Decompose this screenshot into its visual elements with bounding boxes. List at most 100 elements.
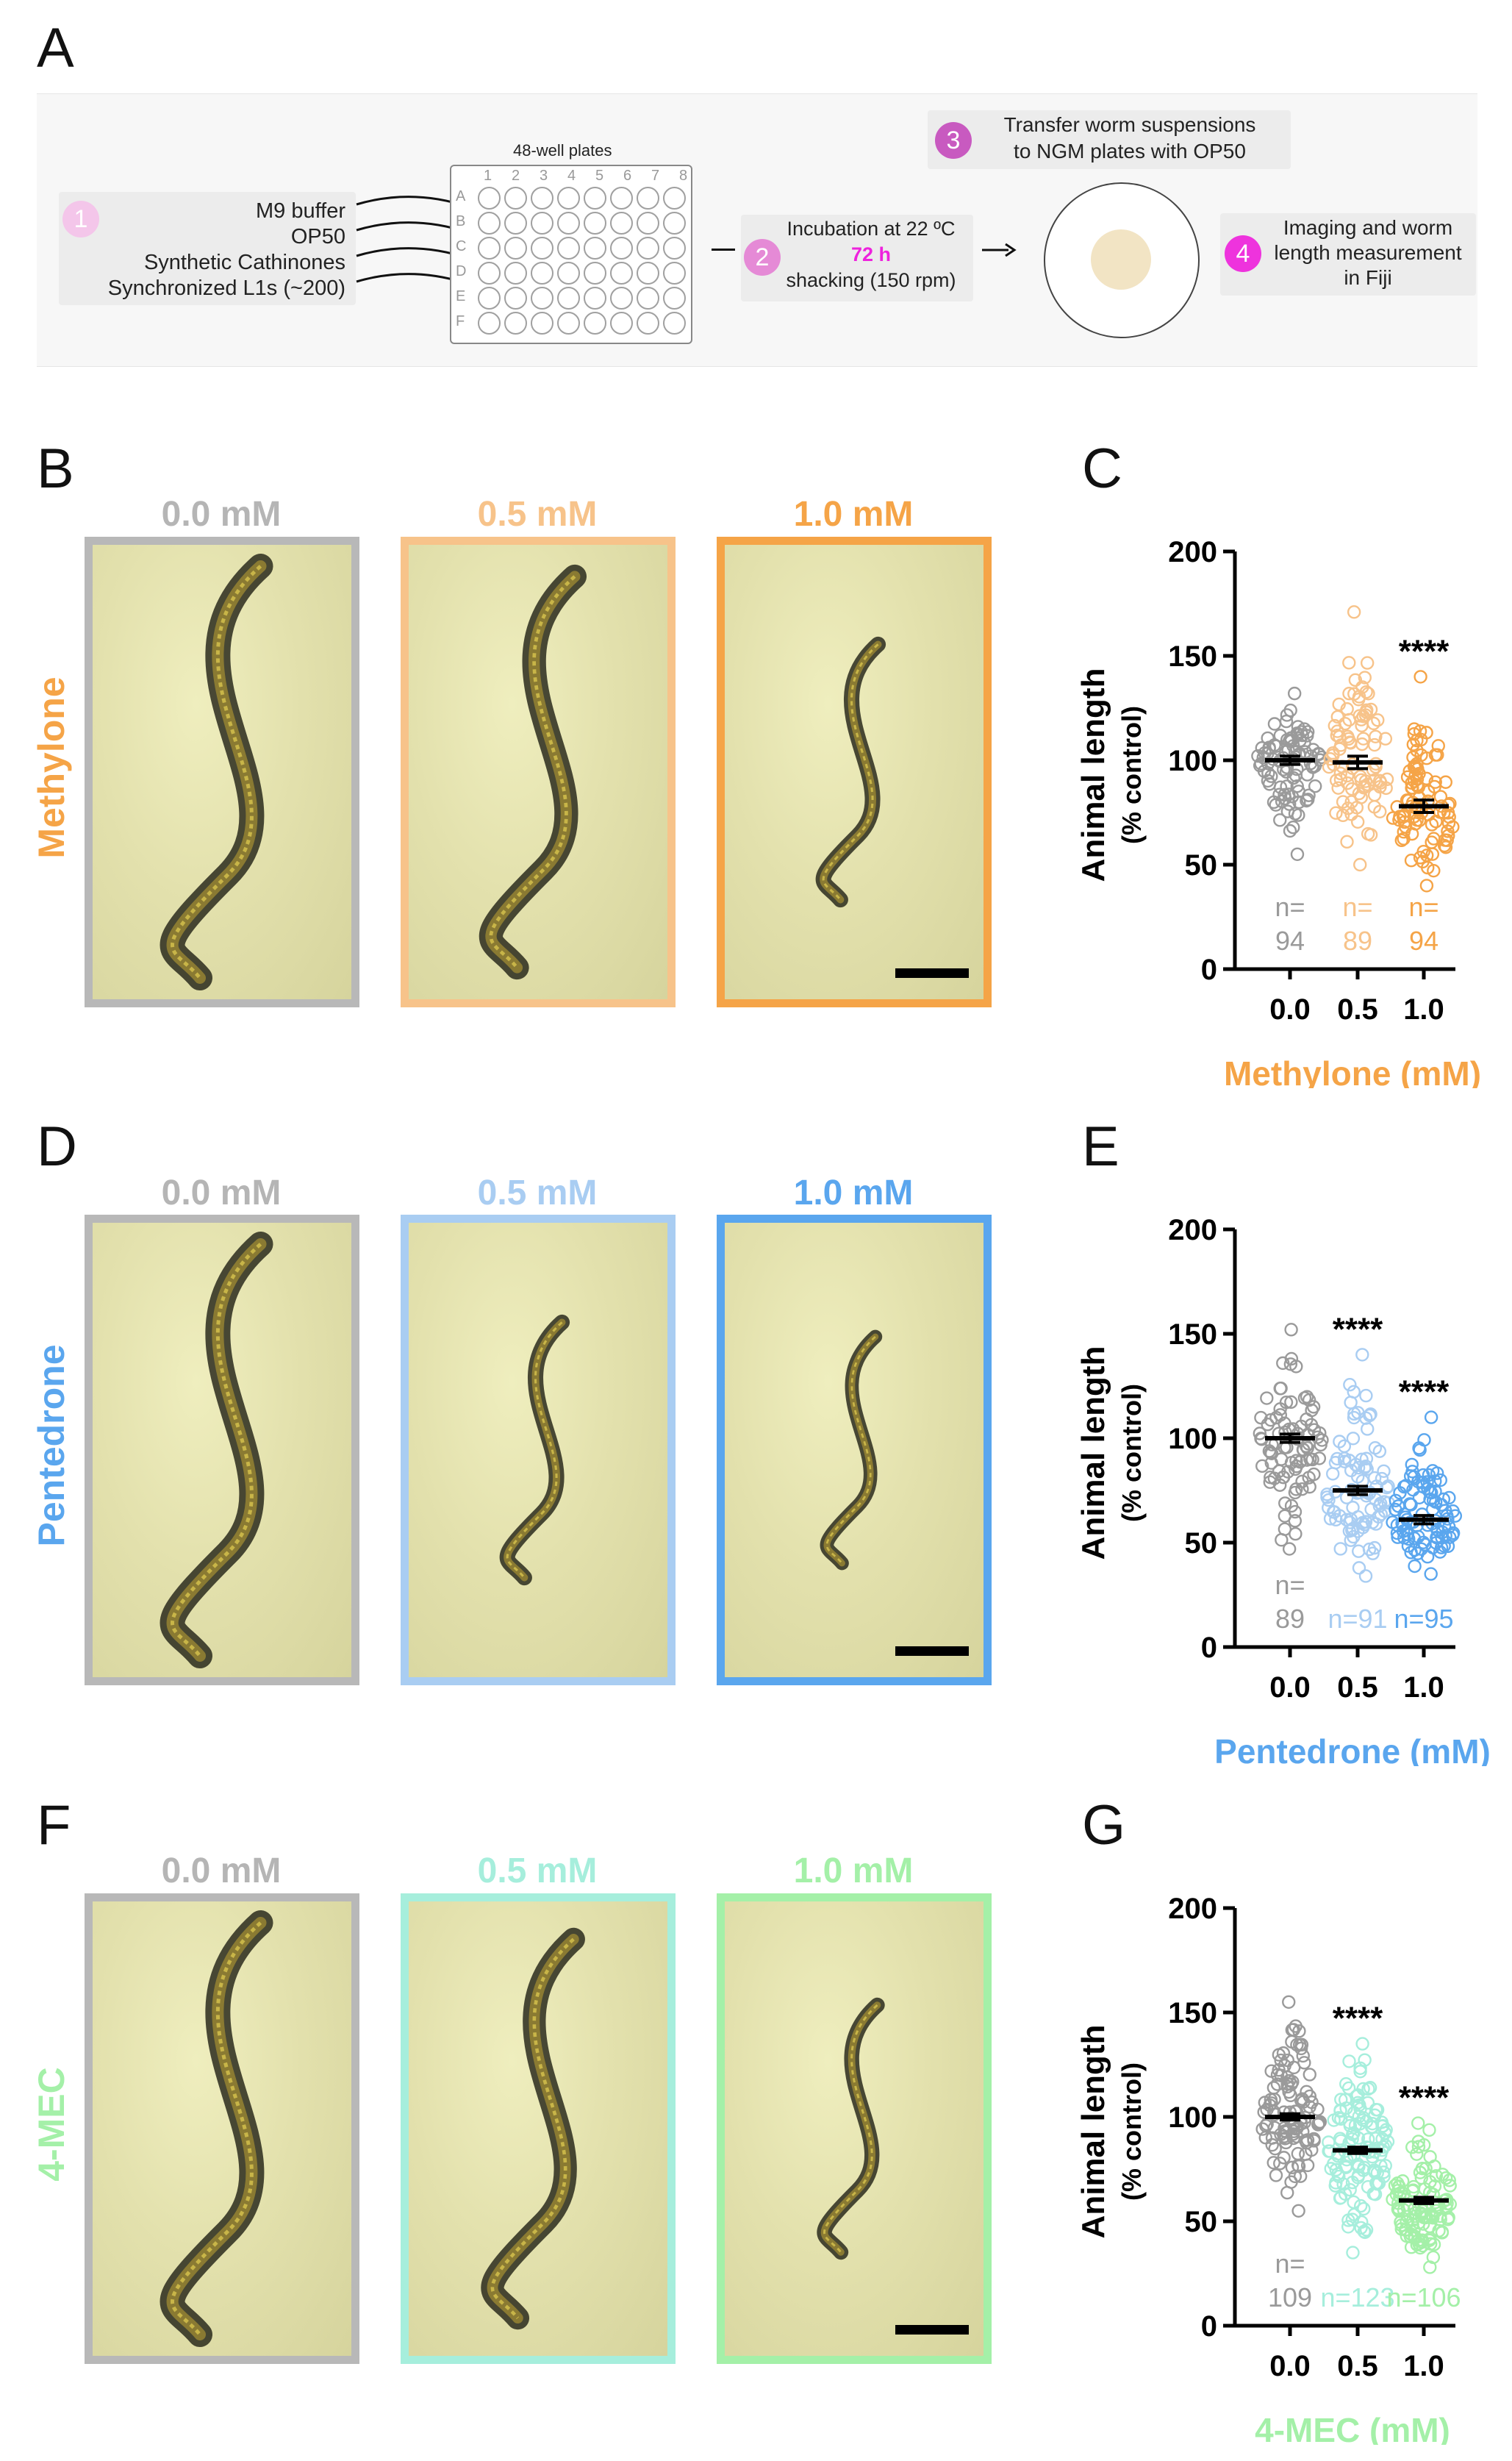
data-point [1361,687,1375,701]
data-point [1299,2147,1313,2161]
op50-lawn [1091,229,1151,290]
data-point [1261,731,1275,746]
data-point [1367,1540,1382,1555]
y-tick-label: 50 [1185,1527,1218,1560]
data-point [1365,1515,1380,1529]
worm-micrograph [401,537,676,1007]
data-point [1292,2024,1306,2038]
worm-icon [479,564,587,980]
data-point [1280,804,1295,818]
data-point [1343,1377,1357,1392]
data-point [1377,1464,1391,1479]
data-point [1273,813,1287,827]
plate-well [637,212,659,235]
x-tick-label: 1.0 [1403,2350,1444,2382]
y-tick-label: 150 [1168,640,1217,673]
data-point [1254,1410,1268,1425]
data-point [1311,2115,1326,2130]
data-point [1297,736,1311,750]
data-point [1307,2134,1321,2148]
data-point [1284,1323,1298,1337]
chart-4mec: 0 50 100 150 200 0.0 0.5 1.0 Animal length (% con… [1075,1893,1461,2445]
data-point [1283,703,1297,718]
x-tick-label: 0.5 [1337,1671,1378,1704]
data-point [1374,1496,1388,1510]
data-point [1393,1486,1407,1500]
step1-box [59,192,356,305]
concentration-label: 0.0 mM [161,1851,282,1890]
data-point [1259,2118,1273,2133]
data-point [1334,2134,1348,2148]
worm-icon [815,636,886,908]
data-point [1256,751,1270,765]
y-axis-sublabel: (% control) [1117,1384,1147,1522]
data-point [1438,2171,1453,2185]
data-point [1352,1561,1366,1575]
x-tick-label: 1.0 [1403,1671,1444,1704]
plate-row-label: A [456,188,466,204]
y-tick-label: 0 [1201,2310,1217,2343]
data-point [1269,1410,1283,1425]
data-point [1320,1487,1334,1501]
plate-col-label: 7 [651,168,660,184]
n-label: n= [1275,892,1305,922]
worm-micrograph [717,1893,992,2364]
data-point [1355,2215,1369,2229]
data-point [1443,2197,1457,2211]
data-point [1322,1493,1336,1507]
data-point [1311,2102,1325,2116]
plate-well [531,237,553,260]
step1-line-4: Synchronized L1s (~200) [107,276,345,300]
data-point [1432,2224,1446,2237]
data-point [1291,2204,1305,2218]
step1-line-3: Synthetic Cathinones [143,251,345,274]
data-point [1282,1542,1297,1556]
data-point [1283,1357,1298,1371]
chart-methylone: 0 50 100 150 200 0.0 0.5 1.0 Animal length (% con… [1075,536,1481,1088]
data-point [1302,788,1316,802]
significance-label: **** [1399,1374,1450,1410]
data-point [1404,2227,1419,2241]
worm-micrograph [85,537,359,1007]
data-point [1416,1468,1430,1482]
data-point [1353,2065,1367,2079]
data-point [1357,2201,1371,2216]
data-point [1294,2093,1308,2108]
x-tick-label: 0.0 [1269,1671,1311,1704]
data-point [1351,2171,1365,2185]
plate-well [504,237,527,260]
data-point [1287,2060,1301,2075]
panel-label-f: F [37,1794,71,1857]
data-point [1275,794,1289,809]
data-point [1347,1529,1361,1544]
data-point [1285,2160,1300,2175]
data-point [1308,779,1322,793]
data-point [1262,777,1277,791]
y-tick-label: 50 [1185,849,1218,882]
data-point [1289,1460,1303,1474]
data-point [1289,1526,1303,1541]
panel-label-d: D [37,1115,77,1178]
data-point [1416,844,1430,859]
data-point [1428,748,1443,762]
data-point [1441,2212,1455,2226]
plate-row-label: B [456,213,466,229]
plate-well [531,287,553,310]
data-point [1404,1498,1418,1512]
data-point [1433,1545,1447,1559]
data-point [1343,2118,1358,2133]
step2-line-3: shacking (150 rpm) [786,269,956,291]
step4-number: 4 [1225,235,1261,272]
plate-well [610,212,633,235]
data-point [1283,824,1297,838]
data-point [1269,2168,1283,2182]
data-point [1329,2162,1343,2177]
data-point [1278,1496,1292,1510]
plate-col-label: 4 [567,168,576,184]
data-point [1342,656,1356,670]
data-point [1433,790,1448,804]
significance-label: **** [1399,633,1450,669]
data-point [1344,795,1358,809]
n-label: n= [1408,892,1438,922]
step1-line-2: OP50 [290,225,345,249]
